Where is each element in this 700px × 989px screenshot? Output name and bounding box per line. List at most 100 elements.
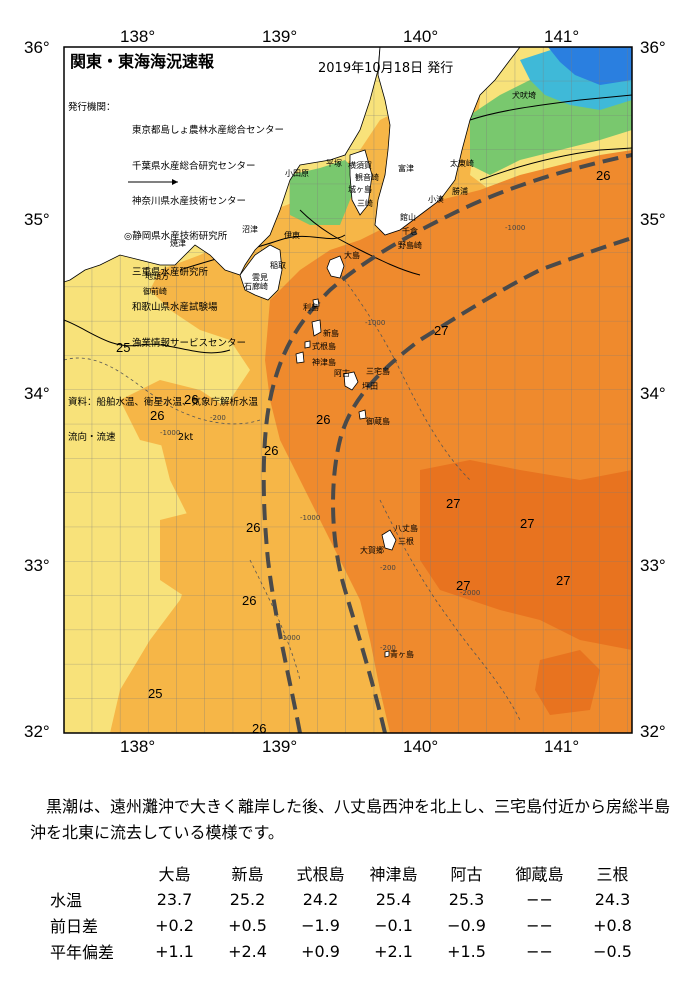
- depth-label: -1000: [365, 319, 385, 327]
- column-header: 阿古: [450, 865, 483, 884]
- cell: 25.3: [448, 889, 485, 909]
- place-futtsu: 富津: [398, 163, 414, 173]
- cell: −0.1: [374, 915, 413, 935]
- issuers-label: 発行機関：: [68, 101, 116, 113]
- place-mikura: 御蔵島: [366, 416, 390, 426]
- place-kominato: 小湊: [428, 194, 444, 204]
- lon-label-138-bottom: 138°: [120, 737, 156, 756]
- land-niijima: [311, 319, 322, 337]
- place-shikinejima: 式根島: [312, 341, 336, 351]
- isotherm-label: 26: [252, 721, 266, 736]
- column-header: 大島: [158, 865, 191, 884]
- data-source: 資料：船舶水温、衛星水温、気象庁解析水温: [68, 396, 259, 408]
- lat-label-32-left: 32°: [24, 722, 50, 741]
- lon-label-139-bottom: 139°: [262, 737, 298, 756]
- isotherm-label: 26: [242, 593, 256, 608]
- table-row: 水温 23.7 25.2 24.2 25.4 25.3 −− 24.3: [50, 886, 649, 912]
- lat-label-34-left: 34°: [24, 384, 50, 403]
- place-misaki: 三崎: [357, 198, 373, 208]
- depth-label: -1000: [300, 514, 320, 522]
- place-labels: 犬吠埼 太東崎 勝浦 小湊 小田原 平塚 横須賀 観音崎 富津 城ヶ島 三崎 館…: [143, 90, 536, 659]
- current-legend-label: 流向・流速: [68, 431, 116, 443]
- lon-label-139-top: 139°: [262, 27, 298, 46]
- cell: −1.9: [301, 915, 340, 935]
- place-mera: 雲見: [252, 273, 268, 282]
- lat-label-33-right: 33°: [640, 556, 666, 575]
- depth-label: -1000: [505, 224, 525, 232]
- depth-contour-4: [249, 559, 301, 681]
- place-chikura: 千倉: [402, 226, 418, 236]
- isotherm-label: 27: [520, 516, 534, 531]
- cell: 25.4: [375, 889, 412, 909]
- lat-label-32-right: 32°: [640, 722, 666, 741]
- temperature-table: 大島 新島 式根島 神津島 阿古 御蔵島 三根 水温 23.7 25.2 24.…: [50, 860, 649, 964]
- cell: +0.2: [155, 915, 194, 935]
- lat-label-35-right: 35°: [640, 210, 666, 229]
- place-irouzaki: 石廊崎: [244, 281, 268, 291]
- place-yaizu: 焼津: [170, 238, 186, 248]
- isotherm-label: 27: [446, 496, 460, 511]
- place-inatori: 稲取: [270, 260, 286, 270]
- place-okago: 大賀郷: [360, 545, 384, 555]
- issue-date: 2019年10月18日 発行: [318, 61, 454, 76]
- place-jogashima: 城ヶ島: [348, 184, 372, 194]
- cell: −0.5: [593, 941, 632, 961]
- cell: 23.7: [156, 889, 193, 909]
- land-mikurajima: [358, 409, 367, 420]
- place-kozushima: 神津島: [312, 357, 336, 367]
- depth-label: -1000: [160, 429, 180, 437]
- map-frame: [63, 46, 633, 734]
- sea-temperature-map: 犬吠埼 太東崎 勝浦 小湊 小田原 平塚 横須賀 観音崎 富津 城ヶ島 三崎 館…: [63, 46, 633, 736]
- lat-label-33-left: 33°: [24, 556, 50, 575]
- kuroshio-path-west: [261, 153, 632, 733]
- lat-label-36-right: 36°: [640, 38, 666, 57]
- place-niijima: 新島: [323, 328, 339, 338]
- cell: −−: [526, 915, 553, 935]
- lon-label-141-bottom: 141°: [544, 737, 580, 756]
- depth-contours: [64, 259, 521, 721]
- lon-label-140-top: 140°: [403, 27, 439, 46]
- place-miyake: 三宅島: [366, 366, 390, 376]
- land-boso-peninsula: [374, 47, 521, 236]
- issuer-line: ◎静岡県水産技術研究所: [124, 231, 228, 243]
- column-header: 式根島: [296, 865, 345, 884]
- land-miura-peninsula: [349, 149, 373, 216]
- depth-label: -200: [380, 644, 396, 652]
- land-kozushima: [295, 351, 305, 364]
- place-inubozaki: 犬吠埼: [512, 90, 536, 100]
- isotherm-label: 25: [116, 340, 130, 355]
- row-label: 平年偏差: [50, 943, 115, 962]
- land-shikinejima: [304, 340, 311, 349]
- depth-label: -1000: [280, 634, 300, 642]
- place-hachijo: 八丈島: [394, 523, 418, 533]
- issuer-line: 三重県水産研究所: [132, 266, 209, 278]
- issuer-block: 発行機関： 東京都島しょ農林水産総合センター 千葉県水産総合研究センター 神奈川…: [68, 78, 284, 456]
- isotherm-line-4: [479, 147, 632, 181]
- isotherm-label: 26: [184, 392, 198, 407]
- table-header-row: 大島 新島 式根島 神津島 阿古 御蔵島 三根: [50, 860, 649, 886]
- place-tsubota: 坪田: [362, 382, 378, 391]
- cell: +1.5: [447, 941, 486, 961]
- cell: 25.2: [229, 889, 266, 909]
- current-legend-arrowhead: [172, 179, 178, 185]
- isotherm-label: 25: [148, 686, 162, 701]
- cell: 24.2: [302, 889, 339, 909]
- isotherm-label: 26: [246, 520, 260, 535]
- lat-label-35-left: 35°: [24, 210, 50, 229]
- isotherm-label: 26: [596, 168, 610, 183]
- column-header: 御蔵島: [515, 865, 564, 884]
- place-numazu: 沼津: [242, 224, 258, 234]
- cell: +2.4: [228, 941, 267, 961]
- column-header: 三根: [596, 865, 629, 884]
- row-label: 水温: [50, 891, 83, 910]
- column-header: 神津島: [369, 865, 418, 884]
- lon-label-138-top: 138°: [120, 27, 156, 46]
- cell: +0.9: [301, 941, 340, 961]
- isotherm-label: 27: [456, 578, 470, 593]
- place-jitosanzaki: 地頭方: [145, 271, 169, 281]
- issuer-line: 神奈川県水産技術センター: [132, 195, 247, 207]
- issuer-line: 東京都島しょ農林水産総合センター: [132, 125, 285, 137]
- depth-contour-2: [329, 259, 471, 481]
- place-kannonzaki: 観音崎: [355, 172, 379, 182]
- depth-label: -200: [380, 564, 396, 572]
